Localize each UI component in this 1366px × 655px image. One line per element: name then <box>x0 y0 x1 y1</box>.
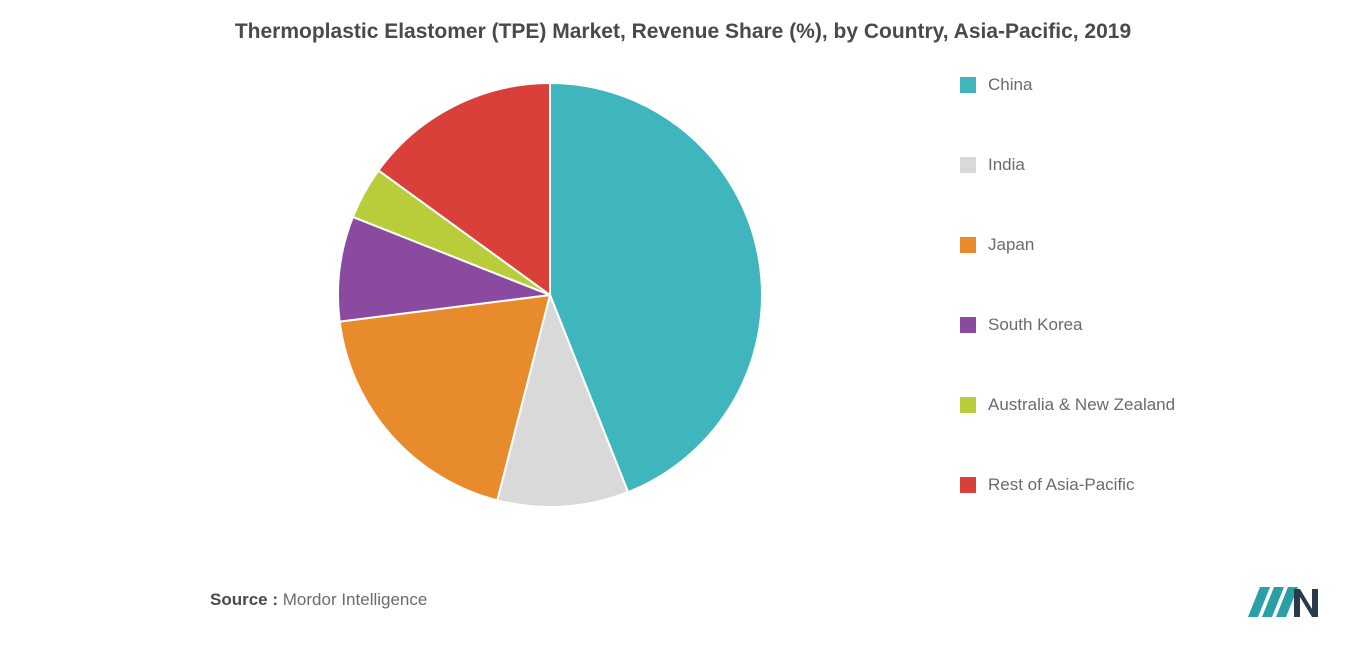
legend-swatch <box>960 77 976 93</box>
legend-label: India <box>988 155 1025 175</box>
source-label: Source : <box>210 590 278 609</box>
logo-n-glyph <box>1294 589 1318 617</box>
legend-swatch <box>960 157 976 173</box>
legend-label: Rest of Asia-Pacific <box>988 475 1134 495</box>
legend-label: Japan <box>988 235 1034 255</box>
legend-label: South Korea <box>988 315 1083 335</box>
legend-item: Rest of Asia-Pacific <box>960 475 1175 495</box>
chart-area: China India Japan South Korea Australia & Ne… <box>0 75 1366 545</box>
legend-item: Australia & New Zealand <box>960 395 1175 415</box>
legend-item: Japan <box>960 235 1175 255</box>
source-value: Mordor Intelligence <box>283 590 428 609</box>
legend-swatch <box>960 397 976 413</box>
legend-item: India <box>960 155 1175 175</box>
legend-swatch <box>960 237 976 253</box>
source-attribution: Source : Mordor Intelligence <box>210 590 427 610</box>
brand-logo <box>1246 577 1326 625</box>
pie-chart <box>330 75 770 515</box>
legend-label: Australia & New Zealand <box>988 395 1175 415</box>
legend-item: China <box>960 75 1175 95</box>
legend-swatch <box>960 477 976 493</box>
legend-swatch <box>960 317 976 333</box>
chart-title: Thermoplastic Elastomer (TPE) Market, Re… <box>0 20 1366 44</box>
legend: China India Japan South Korea Australia & Ne… <box>960 75 1175 495</box>
legend-item: South Korea <box>960 315 1175 335</box>
legend-label: China <box>988 75 1032 95</box>
